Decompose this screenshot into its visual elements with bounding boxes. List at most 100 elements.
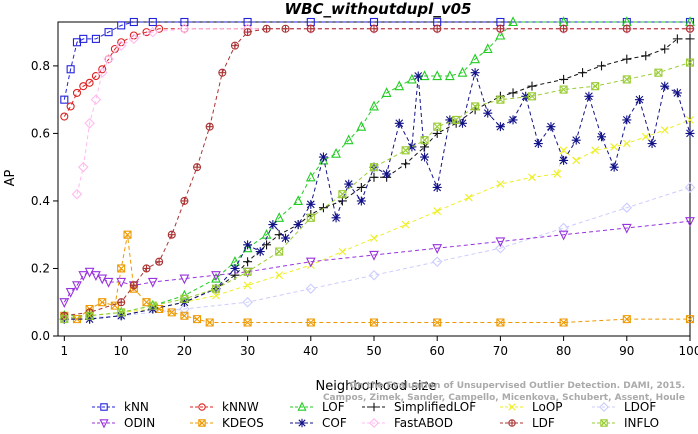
data-point — [369, 172, 379, 182]
watermark-line-1: On the Evaluation of Unsupervised Outlie… — [350, 381, 685, 391]
data-point — [369, 163, 379, 172]
data-point — [117, 21, 126, 30]
data-point — [401, 146, 410, 155]
data-point — [297, 418, 307, 428]
data-point — [686, 25, 694, 33]
y-axis: 0.0 0.2 0.4 0.6 0.8 — [31, 59, 58, 343]
data-point — [572, 156, 581, 165]
chart-title: WBC_withoutdupl_v05 — [285, 0, 472, 18]
series-fastabod — [71, 23, 696, 200]
data-point — [495, 29, 506, 40]
data-point — [685, 58, 695, 67]
data-point — [180, 196, 189, 205]
legend-label: LDOF — [624, 400, 656, 414]
data-point — [167, 308, 176, 317]
y-tick-label: 0.0 — [31, 329, 50, 343]
data-point — [470, 53, 481, 64]
legend-item: COF — [290, 416, 347, 430]
data-point — [66, 102, 75, 111]
data-point — [553, 170, 562, 178]
data-point — [84, 118, 95, 129]
data-point — [218, 69, 226, 77]
data-point — [559, 146, 568, 155]
data-point — [433, 122, 442, 131]
data-point — [368, 269, 380, 281]
data-point — [369, 402, 379, 412]
data-point — [263, 25, 271, 33]
series-line — [64, 38, 690, 320]
data-point — [117, 264, 126, 273]
legend-item: LDOF — [592, 400, 656, 414]
data-point — [433, 318, 442, 327]
data-point — [407, 142, 417, 152]
data-point — [331, 213, 341, 223]
data-point — [79, 34, 88, 43]
data-point — [100, 403, 108, 411]
data-point — [115, 40, 127, 51]
data-point — [148, 301, 157, 310]
data-point — [420, 136, 429, 145]
legend-label: kNNW — [222, 400, 259, 414]
data-point — [78, 271, 89, 281]
series-line — [63, 220, 691, 303]
legend-item: LDF — [500, 416, 555, 430]
data-point — [578, 68, 588, 78]
data-point — [560, 25, 568, 33]
data-point — [660, 44, 670, 54]
x-tick-label: 70 — [493, 344, 508, 358]
data-point — [206, 123, 214, 131]
data-point — [432, 70, 443, 81]
data-point — [97, 274, 108, 285]
data-point — [243, 318, 252, 327]
data-point — [433, 24, 442, 33]
data-point — [155, 258, 163, 266]
data-point — [622, 54, 632, 64]
data-point — [559, 318, 568, 327]
data-point — [685, 24, 695, 33]
data-point — [103, 53, 114, 65]
x-tick-label: 90 — [619, 344, 634, 358]
data-point — [85, 78, 94, 87]
data-point — [641, 51, 651, 61]
y-tick-label: 0.6 — [31, 126, 50, 140]
data-point — [193, 163, 201, 171]
legend-item: KDEOS — [190, 416, 264, 430]
data-point — [306, 213, 315, 222]
x-tick-label: 1 — [60, 344, 68, 358]
data-point — [356, 120, 367, 131]
data-point — [495, 237, 506, 248]
legend-label: COF — [322, 416, 347, 430]
data-point — [401, 159, 411, 169]
x-tick-label: 80 — [556, 344, 571, 358]
legend-item: FastABOD — [362, 416, 453, 430]
legend-item: kNN — [92, 400, 149, 414]
data-point — [243, 257, 253, 267]
x-axis: 1 10 20 30 40 50 60 70 80 90 100 — [60, 336, 698, 358]
data-point — [370, 234, 378, 242]
legend: kNN kNNW LOF SimplifiedLOF LoOP LDOF ODIN KDEOS… — [92, 400, 659, 430]
data-point — [610, 143, 619, 151]
data-point — [622, 24, 631, 33]
data-point — [255, 247, 265, 257]
data-point — [470, 68, 480, 78]
data-point — [243, 28, 252, 37]
series-line — [64, 28, 690, 317]
data-point — [91, 34, 100, 43]
data-point — [147, 26, 159, 38]
data-point — [192, 315, 202, 324]
data-point — [508, 419, 516, 427]
data-point — [306, 199, 316, 209]
data-point — [130, 281, 138, 289]
data-point — [457, 66, 468, 77]
data-point — [609, 162, 619, 172]
legend-item: INFLO — [592, 416, 659, 430]
data-point — [305, 171, 316, 182]
data-point — [508, 419, 516, 427]
data-point — [147, 277, 158, 288]
data-point — [129, 31, 138, 40]
data-point — [262, 24, 271, 33]
data-point — [85, 311, 94, 320]
data-point — [230, 263, 240, 273]
data-point — [66, 65, 75, 74]
